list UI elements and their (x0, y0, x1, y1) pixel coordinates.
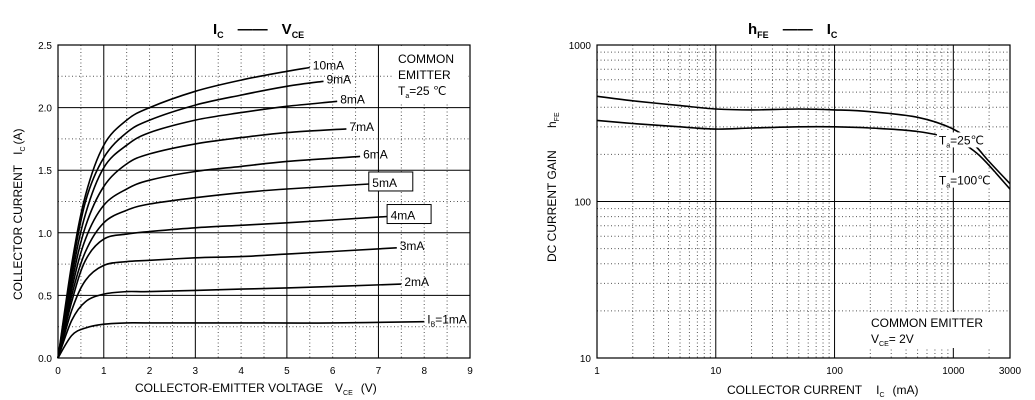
ic-vce-curve-label-box (368, 171, 414, 192)
hfe-ic-x-axis-label: COLLECTOR CURRENT IC (mA) (727, 383, 919, 399)
hfe-ic-annotation: COMMON EMITTER VCE= 2V (866, 312, 994, 348)
ic-vce-plot-frame (57, 44, 471, 359)
ic-vce-annotation-line1: COMMON (398, 52, 454, 66)
hfe-ic-y-tick-label: 10 (580, 354, 592, 365)
hfe-ic-x-ticks: 1 10 100 1000 3000 (594, 366, 1021, 377)
ic-vce-curve-9mA (57, 80, 324, 359)
ic-vce-curve-label: 3mA (400, 239, 425, 253)
hfe-ic-curve-ta25 (596, 119, 1011, 190)
ic-vce-annotation-line2: EMITTER (398, 68, 451, 82)
hfe-ic-curve-labels: Ta=100℃ Ta=25℃ (936, 132, 995, 190)
hfe-ic-title: hFE —— IC (748, 21, 838, 40)
ic-vce-annotation: COMMON EMITTER Ta=25 ℃ (392, 48, 468, 104)
ic-vce-curve-label-box (386, 204, 432, 225)
hfe-ic-y-axis-var: hFE (545, 112, 561, 128)
ic-vce-y-tick-label: 2.5 (38, 41, 52, 52)
ic-vce-x-tick-label: 2 (147, 366, 153, 377)
ic-vce-y-tick-label: 1.0 (38, 229, 52, 240)
ic-vce-x-tick-label: 0 (55, 366, 61, 377)
ic-vce-curve-8mA (57, 100, 338, 359)
ic-vce-annotation-ta: Ta=25 ℃ (398, 84, 446, 100)
ic-vce-y-tick-label: 2.0 (38, 104, 52, 115)
ic-vce-curves (57, 66, 425, 359)
hfe-ic-curve-label-bg (936, 132, 995, 148)
ic-vce-x-tick-label: 7 (376, 366, 382, 377)
ic-vce-curve-6mA (57, 155, 361, 359)
hfe-ic-y-tick-label: 100 (574, 198, 591, 209)
ic-vce-curve-label: 4mA (391, 209, 416, 223)
ic-vce-curve-label: IB=1mA (427, 313, 467, 329)
ic-vce-y-tick-label: 0.5 (38, 291, 52, 302)
ic-vce-x-tick-label: 6 (330, 366, 336, 377)
ic-vce-curve-4mA (57, 215, 388, 359)
ic-vce-x-ticks: 0 1 2 3 4 5 6 7 8 9 (55, 366, 473, 377)
ic-vce-x-tick-label: 3 (193, 366, 199, 377)
ic-vce-curve-3mA (57, 247, 397, 359)
ic-vce-curve-10mA (57, 66, 310, 359)
hfe-ic-y-tick-label: 1000 (569, 41, 592, 52)
ic-vce-x-tick-label: 5 (284, 366, 290, 377)
hfe-ic-y-axis-label: DC CURRENT GAIN (545, 150, 559, 262)
ic-vce-y-tick-label: 0.0 (38, 354, 52, 365)
ic-vce-curve-7mA (57, 128, 347, 359)
ic-vce-curve-label: 7mA (349, 120, 374, 134)
ic-vce-x-axis-label: COLLECTOR-EMITTER VOLTAGE VCE (V) (135, 381, 377, 397)
hfe-ic-x-tick-label: 1000 (942, 366, 965, 377)
ic-vce-title: IC —— VCE (213, 21, 304, 40)
hfe-ic-x-tick-label: 1 (594, 366, 600, 377)
hfe-ic-grid (597, 45, 1010, 358)
hfe-ic-annotation-vce: VCE= 2V (871, 332, 914, 348)
hfe-ic-x-tick-label: 3000 (999, 366, 1022, 377)
ic-vce-x-tick-label: 8 (421, 366, 427, 377)
ic-vce-curve-label: 6mA (363, 147, 388, 161)
ic-vce-y-axis-label: COLLECTOR CURRENTIC(A) (11, 128, 27, 300)
ic-vce-y-tick-label: 1.5 (38, 166, 52, 177)
ic-vce-curve-label: 9mA (327, 72, 352, 86)
ic-vce-curve-5mA (57, 183, 370, 359)
ic-vce-y-ticks: 0.0 0.5 1.0 1.5 2.0 2.5 (38, 41, 52, 365)
ic-vce-curve-1mA (57, 320, 425, 359)
hfe-ic-plot-frame (596, 44, 1011, 359)
hfe-ic-x-tick-label: 10 (710, 366, 722, 377)
ic-vce-curve-label: 8mA (340, 92, 365, 106)
hfe-ic-curve-label-bg (936, 172, 995, 188)
ic-vce-x-tick-label: 1 (101, 366, 107, 377)
ic-vce-curve-label: 10mA (313, 59, 344, 73)
hfe-ic-curve-label: Ta=100℃ (939, 174, 991, 190)
ic-vce-x-tick-label: 4 (238, 366, 244, 377)
ic-vce-x-tick-label: 9 (467, 366, 473, 377)
ic-vce-curve-label: 5mA (372, 176, 397, 190)
hfe-ic-y-ticks: 10 100 1000 (569, 41, 592, 365)
hfe-ic-curve-label: Ta=25℃ (939, 133, 984, 149)
ic-vce-curve-2mA (57, 283, 402, 359)
ic-vce-curve-label: 2mA (404, 275, 429, 289)
hfe-ic-x-tick-label: 100 (826, 366, 843, 377)
hfe-ic-annotation-line1: COMMON EMITTER (871, 316, 983, 330)
